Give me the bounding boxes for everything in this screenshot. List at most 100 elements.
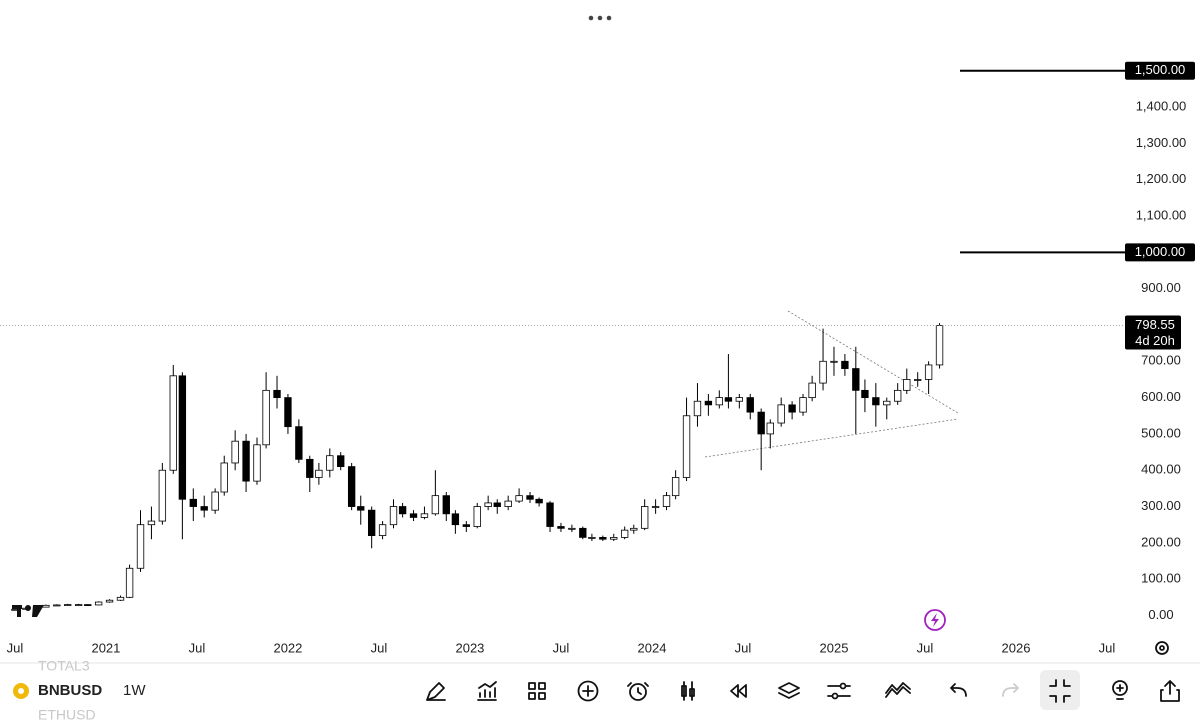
candle-body <box>442 495 450 515</box>
layers[interactable] <box>778 682 800 699</box>
price-line-label: 1,000.00 <box>1135 244 1186 259</box>
candle-body <box>504 500 512 507</box>
candle-body <box>799 397 807 413</box>
candle-body <box>535 498 543 504</box>
candle-body <box>610 537 618 540</box>
x-tick-label: Jul <box>371 640 388 655</box>
candle-body <box>326 455 334 471</box>
candle-body <box>715 397 723 406</box>
candle-body <box>347 466 356 507</box>
add[interactable] <box>577 680 599 702</box>
chart-type[interactable] <box>681 681 695 701</box>
y-tick-label: 400.00 <box>1141 462 1181 477</box>
ghost-symbol: ETHUSD <box>38 707 96 720</box>
candle-body <box>746 397 754 413</box>
candle-body <box>819 360 827 384</box>
candle-body <box>451 513 460 526</box>
candle-body <box>641 506 649 529</box>
candle-body <box>398 506 407 515</box>
candle-body <box>693 400 702 417</box>
exit-fullscreen[interactable] <box>1049 679 1071 703</box>
candles <box>11 323 944 611</box>
redo[interactable] <box>1002 683 1019 697</box>
y-tick-label: 600.00 <box>1141 389 1181 404</box>
candle-body <box>599 537 607 540</box>
candle-body <box>389 506 398 526</box>
symbol-icon[interactable] <box>13 683 29 699</box>
candle-body <box>894 389 902 402</box>
undo[interactable] <box>950 683 967 697</box>
candle-body <box>53 604 61 607</box>
x-tick-label: 2022 <box>273 640 302 655</box>
strategy[interactable] <box>885 682 911 698</box>
candle-body <box>484 502 492 507</box>
trend-line-lower[interactable] <box>704 418 959 458</box>
ideas[interactable] <box>1112 680 1128 696</box>
candle-body <box>493 502 501 507</box>
bar-countdown: 4d 20h <box>1135 333 1175 348</box>
x-tick-label: Jul <box>735 640 752 655</box>
x-tick-label: 2024 <box>638 640 667 655</box>
candle-body <box>200 506 208 511</box>
menu-dots[interactable] <box>588 15 612 21</box>
y-tick-label: 500.00 <box>1141 425 1181 440</box>
candle-body <box>872 397 880 406</box>
draw-tool[interactable] <box>426 682 446 701</box>
trend-line-upper[interactable] <box>787 310 959 414</box>
candle-body <box>420 513 429 518</box>
candle-body <box>64 604 72 606</box>
candle-body <box>94 601 103 606</box>
candle-body <box>74 604 83 606</box>
candle-body <box>211 491 219 511</box>
candle-body <box>861 389 869 399</box>
last-price: 798.55 <box>1135 317 1175 332</box>
candle-body <box>462 524 470 527</box>
x-tick-label: Jul <box>917 640 934 655</box>
candle-body <box>431 495 440 515</box>
settings-icon[interactable] <box>1155 641 1169 655</box>
candle-body <box>735 397 744 402</box>
share[interactable] <box>1160 680 1180 702</box>
interval[interactable]: 1W <box>123 682 146 699</box>
candle-body <box>588 537 596 539</box>
symbol[interactable]: BNBUSD <box>38 682 102 699</box>
candle-body <box>367 509 376 536</box>
candle-body <box>306 458 314 478</box>
candle-body <box>315 469 323 478</box>
candle-body <box>526 495 534 500</box>
x-tick-label: Jul <box>189 640 206 655</box>
candle-body <box>766 422 774 435</box>
candle-body <box>105 599 114 603</box>
y-tick-label: 1,400.00 <box>1136 99 1187 114</box>
layouts[interactable] <box>528 682 546 700</box>
candle-body <box>914 379 922 381</box>
indicators[interactable] <box>477 681 497 701</box>
candle-body <box>830 360 838 363</box>
lightning-icon[interactable] <box>924 609 946 631</box>
tv-logo <box>12 605 44 617</box>
candle-body <box>671 477 680 497</box>
candle-body <box>189 498 197 507</box>
fullscreen-bg[interactable] <box>1040 670 1080 710</box>
candle-body <box>620 529 629 538</box>
candle-body <box>704 400 713 406</box>
price-line-label-bg <box>1125 61 1195 80</box>
y-tick-label: 200.00 <box>1141 534 1181 549</box>
replay[interactable] <box>730 684 747 698</box>
settings-sliders[interactable] <box>827 685 851 697</box>
candle-body <box>178 375 187 500</box>
ghost-symbol: TOTAL3 <box>38 658 90 674</box>
y-tick-label: 1,300.00 <box>1136 135 1187 150</box>
candle-body <box>357 506 365 511</box>
candle-body <box>724 397 733 402</box>
candle-body <box>515 495 523 502</box>
candle-body <box>841 360 849 369</box>
candle-body <box>935 325 944 366</box>
price-line-label-bg <box>1125 243 1195 262</box>
x-tick-label: Jul <box>1099 640 1116 655</box>
candle-body <box>903 379 911 391</box>
alert[interactable] <box>629 683 647 701</box>
candle-body <box>409 513 418 518</box>
candle-body <box>651 506 660 508</box>
